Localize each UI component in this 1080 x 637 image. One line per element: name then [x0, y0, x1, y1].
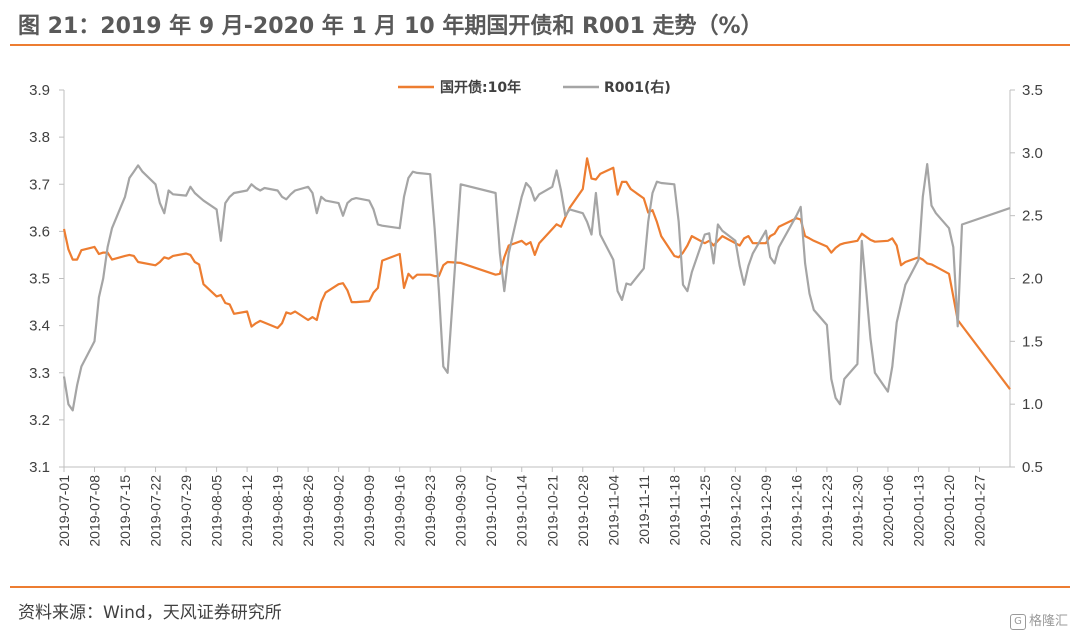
chart-legend: 国开债:10年 R001(右): [398, 79, 671, 96]
y-right-tick-label: 3.0: [1022, 145, 1043, 162]
y-right-tick-label: 2.0: [1022, 271, 1043, 288]
y-right-tick-label: 3.5: [1022, 82, 1043, 99]
y-left-tick-label: 3.7: [29, 176, 50, 193]
series-layer: [62, 157, 1011, 412]
y-right-tick-label: 1.0: [1022, 396, 1043, 413]
x-tick-label: 2019-09-23: [422, 475, 438, 547]
watermark-icon: G: [1009, 613, 1026, 630]
x-tick-label: 2019-11-25: [697, 475, 713, 546]
watermark-text: 格隆汇: [1028, 614, 1068, 629]
x-tick-label: 2019-07-22: [148, 475, 164, 547]
x-tick-label: 2019-10-14: [514, 475, 530, 547]
chart-axes: 3.1 3.2 3.3 3.4 3.5 3.6 3.7 3.8 3.9 0.5 1.0 1.5 2.0 2…: [29, 82, 1043, 547]
x-tick-label: 2019-11-04: [605, 475, 621, 546]
x-tick-label: 2019-12-30: [849, 475, 865, 547]
x-tick-label: 2019-09-30: [453, 475, 469, 547]
series-line-cdb-10y: [62, 157, 1011, 390]
x-tick-label: 2019-08-19: [270, 475, 286, 547]
source-rule: [10, 586, 1070, 588]
y-right-tick-label: 1.5: [1022, 333, 1043, 350]
y-left-tick-label: 3.3: [29, 365, 50, 382]
x-tick-label: 2019-09-02: [331, 475, 347, 547]
y-left-tick-label: 3.6: [29, 223, 50, 240]
x-tick-label: 2019-09-16: [392, 475, 408, 547]
source-note: 资料来源：Wind，天风证券研究所: [18, 603, 282, 623]
x-tick-label: 2019-12-16: [788, 475, 804, 547]
x-tick-label: 2019-11-18: [666, 475, 682, 546]
y-left-tick-label: 3.9: [29, 82, 50, 99]
x-tick-label: 2019-10-07: [483, 475, 499, 547]
x-tick-label: 2019-07-15: [117, 475, 133, 547]
legend-label-r001: R001(右): [604, 79, 671, 96]
x-tick-label: 2020-01-13: [910, 475, 926, 547]
y-left-tick-label: 3.8: [29, 129, 50, 146]
x-tick-label: 2019-09-09: [361, 475, 377, 547]
x-tick-label: 2020-01-27: [971, 475, 987, 547]
x-tick-label: 2020-01-20: [941, 475, 957, 547]
legend-label-cdb-10y: 国开债:10年: [440, 79, 521, 96]
x-tick-label: 2019-12-02: [727, 475, 743, 547]
x-tick-label: 2019-08-05: [209, 475, 225, 547]
y-right-tick-label: 2.5: [1022, 208, 1043, 225]
x-tick-label: 2019-08-26: [300, 475, 316, 547]
y-left-tick-label: 3.2: [29, 412, 50, 429]
x-tick-label: 2019-07-08: [87, 475, 103, 547]
title-rule: [10, 44, 1070, 46]
x-tick-label: 2019-07-29: [178, 475, 194, 547]
y-left-tick-label: 3.1: [29, 459, 50, 476]
y-left-tick-label: 3.4: [29, 318, 50, 335]
y-right-tick-label: 0.5: [1022, 459, 1043, 476]
x-tick-label: 2019-12-23: [819, 475, 835, 547]
watermark: G 格隆汇: [1009, 610, 1068, 630]
line-chart: 3.1 3.2 3.3 3.4 3.5 3.6 3.7 3.8 3.9 0.5 1.0 1.5 2.0 2…: [29, 79, 1043, 547]
y-left-tick-label: 3.5: [29, 271, 50, 288]
x-tick-label: 2019-12-09: [758, 475, 774, 547]
x-tick-label: 2019-11-11: [636, 475, 652, 545]
x-tick-label: 2019-10-21: [544, 475, 560, 547]
x-tick-label: 2019-08-12: [239, 475, 255, 547]
x-tick-label: 2019-10-28: [575, 475, 591, 547]
series-line-r001: [62, 163, 1011, 412]
x-tick-label: 2020-01-06: [880, 475, 896, 547]
x-tick-label: 2019-07-01: [56, 475, 72, 547]
chart-title: 图 21：2019 年 9 月-2020 年 1 月 10 年期国开债和 R00…: [18, 14, 763, 39]
